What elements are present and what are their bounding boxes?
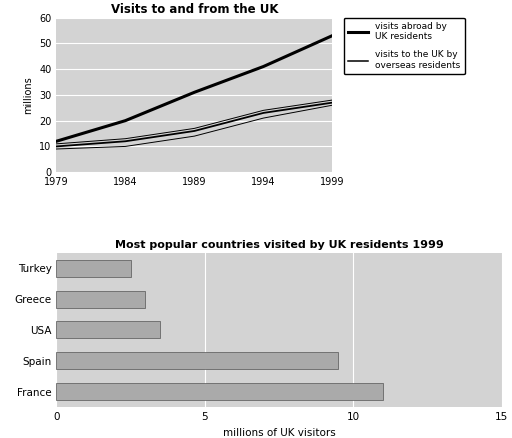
Bar xyxy=(56,383,383,400)
Legend: visits abroad by
UK residents, visits to the UK by
overseas residents: visits abroad by UK residents, visits to… xyxy=(344,18,465,74)
Bar xyxy=(56,321,160,339)
Bar xyxy=(56,290,145,307)
Title: Visits to and from the UK: Visits to and from the UK xyxy=(111,4,278,16)
Title: Most popular countries visited by UK residents 1999: Most popular countries visited by UK res… xyxy=(115,240,443,251)
X-axis label: millions of UK visitors: millions of UK visitors xyxy=(223,428,335,438)
Bar xyxy=(56,260,131,277)
Bar xyxy=(56,353,338,369)
Y-axis label: millions: millions xyxy=(24,76,33,114)
